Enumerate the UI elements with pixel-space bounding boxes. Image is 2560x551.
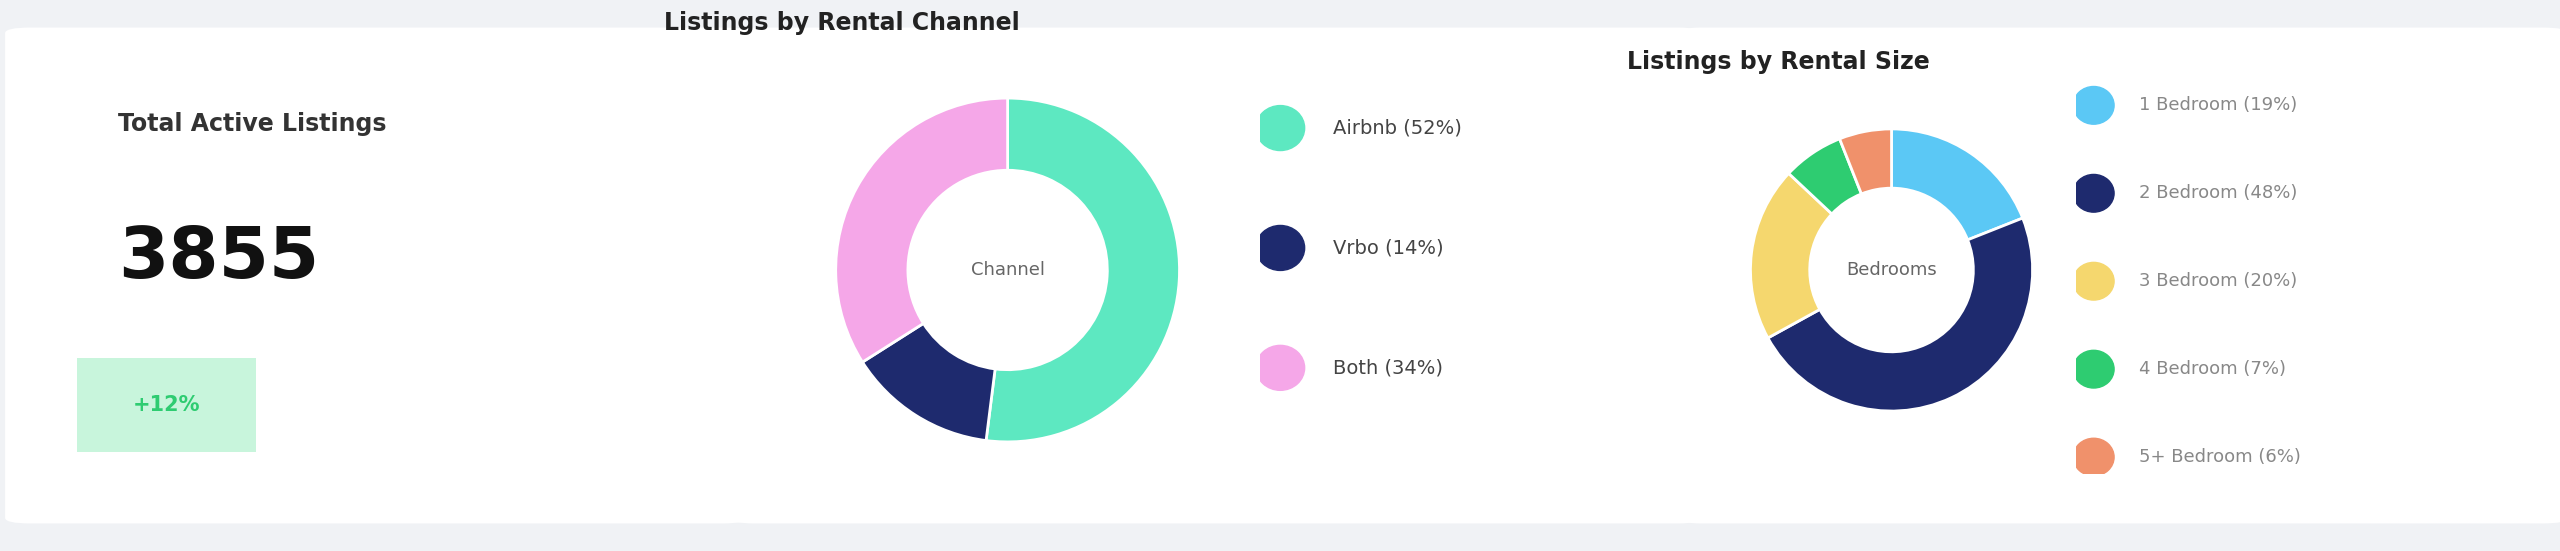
FancyBboxPatch shape [5, 28, 748, 523]
Circle shape [2074, 175, 2115, 212]
Text: 3855: 3855 [118, 224, 320, 293]
Wedge shape [986, 98, 1180, 442]
Text: Airbnb (52%): Airbnb (52%) [1334, 118, 1462, 138]
Wedge shape [835, 98, 1009, 362]
Text: 1 Bedroom (19%): 1 Bedroom (19%) [2140, 96, 2296, 115]
Text: +12%: +12% [133, 395, 200, 415]
Circle shape [2074, 438, 2115, 476]
Wedge shape [1769, 218, 2033, 411]
Wedge shape [1892, 129, 2022, 240]
Circle shape [1257, 106, 1306, 150]
Wedge shape [1751, 174, 1833, 338]
Text: 2 Bedroom (48%): 2 Bedroom (48%) [2140, 184, 2296, 202]
Text: Bedrooms: Bedrooms [1846, 261, 1938, 279]
Circle shape [1257, 225, 1306, 271]
Wedge shape [1789, 139, 1861, 214]
Circle shape [2074, 350, 2115, 388]
Text: 4 Bedroom (7%): 4 Bedroom (7%) [2140, 360, 2286, 378]
Text: Channel: Channel [970, 261, 1044, 279]
Text: Listings by Rental Channel: Listings by Rental Channel [663, 11, 1019, 35]
Circle shape [2074, 262, 2115, 300]
FancyBboxPatch shape [730, 28, 1702, 523]
Text: Vrbo (14%): Vrbo (14%) [1334, 239, 1444, 257]
Text: Both (34%): Both (34%) [1334, 358, 1444, 377]
FancyBboxPatch shape [1677, 28, 2560, 523]
Wedge shape [863, 323, 996, 441]
Text: Listings by Rental Size: Listings by Rental Size [1628, 50, 1930, 74]
Circle shape [2074, 87, 2115, 124]
Circle shape [1257, 345, 1306, 390]
Wedge shape [1841, 129, 1892, 194]
Text: 5+ Bedroom (6%): 5+ Bedroom (6%) [2140, 448, 2301, 466]
Text: 3 Bedroom (20%): 3 Bedroom (20%) [2140, 272, 2296, 290]
FancyBboxPatch shape [51, 344, 282, 466]
Text: Total Active Listings: Total Active Listings [118, 112, 387, 136]
